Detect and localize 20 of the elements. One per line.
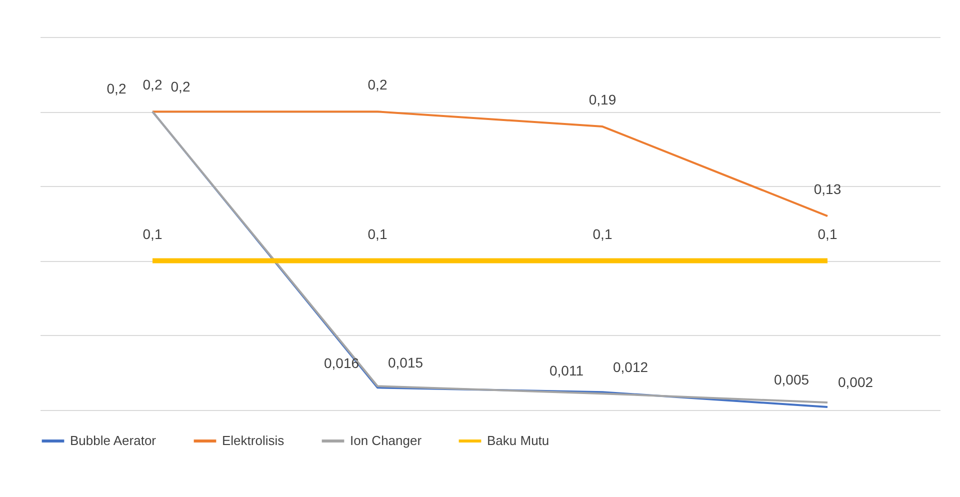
data-label: 0,13 [814,181,842,198]
data-label: 0,2 [106,80,126,97]
legend-label: Bubble Aerator [70,433,157,448]
data-label: 0,012 [612,359,648,376]
data-label: 0,2 [170,78,190,95]
data-label: 0,015 [388,354,424,371]
data-label: 0,011 [550,362,584,379]
data-label: 0,005 [774,372,810,388]
legend-label: Ion Changer [350,433,422,448]
data-label: 0,1 [818,226,838,242]
data-label: 0,1 [592,226,612,242]
data-label: 0,1 [368,226,388,242]
legend-label: Baku Mutu [487,433,550,448]
legend-label: Elektrolisis [222,433,285,448]
data-label: 0,002 [838,374,874,390]
data-label: 0,2 [142,76,162,93]
data-label: 0,19 [588,92,616,108]
data-label: 0,1 [142,226,162,242]
data-label: 0,2 [368,76,388,93]
data-label: 0,016 [324,355,360,372]
